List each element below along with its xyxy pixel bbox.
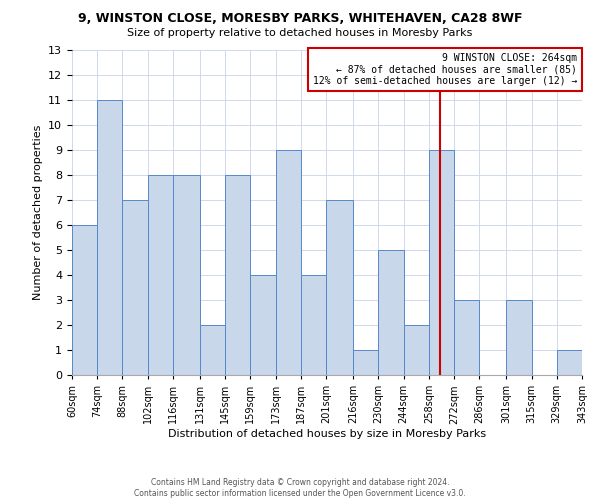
Bar — [326, 200, 353, 375]
Bar — [72, 225, 97, 375]
Text: 9 WINSTON CLOSE: 264sqm
← 87% of detached houses are smaller (85)
12% of semi-de: 9 WINSTON CLOSE: 264sqm ← 87% of detache… — [313, 53, 577, 86]
Y-axis label: Number of detached properties: Number of detached properties — [32, 125, 43, 300]
Text: 9, WINSTON CLOSE, MORESBY PARKS, WHITEHAVEN, CA28 8WF: 9, WINSTON CLOSE, MORESBY PARKS, WHITEHA… — [78, 12, 522, 26]
Bar — [122, 200, 148, 375]
Bar — [454, 300, 479, 375]
Bar — [97, 100, 122, 375]
Bar — [353, 350, 379, 375]
Bar — [301, 275, 326, 375]
Bar — [148, 175, 173, 375]
Bar — [557, 350, 582, 375]
Bar — [429, 150, 454, 375]
X-axis label: Distribution of detached houses by size in Moresby Parks: Distribution of detached houses by size … — [168, 429, 486, 439]
Bar — [173, 175, 200, 375]
Bar — [200, 325, 225, 375]
Bar — [404, 325, 429, 375]
Bar — [379, 250, 404, 375]
Text: Contains HM Land Registry data © Crown copyright and database right 2024.
Contai: Contains HM Land Registry data © Crown c… — [134, 478, 466, 498]
Bar — [275, 150, 301, 375]
Bar — [225, 175, 250, 375]
Bar — [250, 275, 275, 375]
Text: Size of property relative to detached houses in Moresby Parks: Size of property relative to detached ho… — [127, 28, 473, 38]
Bar — [506, 300, 532, 375]
